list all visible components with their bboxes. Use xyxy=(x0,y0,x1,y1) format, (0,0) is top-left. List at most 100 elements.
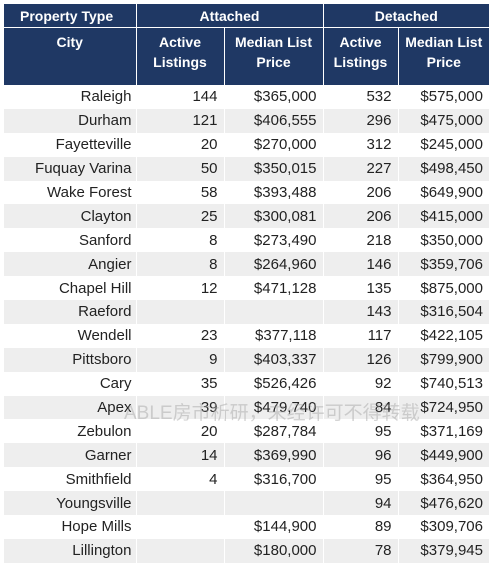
detached-price-cell: $449,900 xyxy=(397,443,489,468)
detached-active-cell: 95 xyxy=(322,467,398,492)
header-line: Price xyxy=(256,54,291,70)
attached-price-cell: $316,700 xyxy=(223,467,323,492)
listings-table: Property Type Attached Detached City Act… xyxy=(4,4,489,563)
detached-price-cell: $309,706 xyxy=(397,515,489,539)
attached-price-cell: $365,000 xyxy=(223,85,323,109)
detached-active-cell: 206 xyxy=(322,204,398,229)
detached-active-cell: 218 xyxy=(322,228,398,253)
attached-active-cell: 35 xyxy=(135,371,224,396)
attached-price-cell: $479,740 xyxy=(223,395,323,420)
city-cell: Zebulon xyxy=(4,419,136,444)
detached-price-cell: $799,900 xyxy=(397,347,489,372)
detached-price-cell: $724,950 xyxy=(397,395,489,420)
attached-active-cell: 20 xyxy=(135,419,224,444)
table-row: Pittsboro 9 $403,337 126 $799,900 xyxy=(4,347,489,372)
detached-active-cell: 84 xyxy=(322,395,398,420)
city-cell: Garner xyxy=(4,443,136,468)
header-line: Median List xyxy=(405,34,483,50)
attached-price-cell: $393,488 xyxy=(223,180,323,205)
attached-active-listings-header: Active Listings xyxy=(135,27,224,85)
detached-active-cell: 146 xyxy=(322,252,398,277)
table-row: Apex 39 $479,740 84 $724,950 xyxy=(4,395,489,420)
detached-active-cell: 89 xyxy=(322,515,398,539)
detached-active-cell: 126 xyxy=(322,347,398,372)
listings-table-container: Property Type Attached Detached City Act… xyxy=(4,4,489,563)
detached-active-cell: 96 xyxy=(322,443,398,468)
detached-active-cell: 296 xyxy=(322,108,398,133)
attached-price-cell: $377,118 xyxy=(223,323,323,348)
table-row: Wake Forest 58 $393,488 206 $649,900 xyxy=(4,180,489,205)
attached-price-cell: $471,128 xyxy=(223,276,323,301)
header-line: Active xyxy=(339,34,382,50)
header-line: Median List xyxy=(234,34,312,50)
attached-active-cell: 58 xyxy=(135,180,224,205)
detached-price-cell: $649,900 xyxy=(397,180,489,205)
header-line: Price xyxy=(426,54,461,70)
city-cell: Smithfield xyxy=(4,467,136,492)
detached-active-cell: 135 xyxy=(322,276,398,301)
header-line: Listings xyxy=(153,54,207,70)
detached-price-cell: $498,450 xyxy=(397,156,489,181)
detached-price-cell: $415,000 xyxy=(397,204,489,229)
attached-price-cell: $350,015 xyxy=(223,156,323,181)
attached-active-cell xyxy=(135,515,224,539)
detached-median-price-header: Median List Price xyxy=(397,27,489,85)
city-cell: Fayetteville xyxy=(4,132,136,157)
attached-active-cell xyxy=(135,300,224,324)
table-row: Fayetteville 20 $270,000 312 $245,000 xyxy=(4,132,489,157)
detached-active-cell: 532 xyxy=(322,85,398,109)
header-line: Active xyxy=(158,34,202,50)
table-row: Raleigh 144 $365,000 532 $575,000 xyxy=(4,85,489,109)
attached-price-cell: $526,426 xyxy=(223,371,323,396)
attached-active-cell: 39 xyxy=(135,395,224,420)
header-sub-row: City Active Listings Median List Price Act… xyxy=(4,27,489,85)
detached-active-cell: 143 xyxy=(322,300,398,324)
attached-price-cell: $180,000 xyxy=(223,538,323,563)
detached-price-cell: $875,000 xyxy=(397,276,489,301)
city-header-label: City xyxy=(56,34,83,50)
detached-price-cell: $350,000 xyxy=(397,228,489,253)
city-cell: Cary xyxy=(4,371,136,396)
table-row: Wendell 23 $377,118 117 $422,105 xyxy=(4,323,489,348)
table-row: Clayton 25 $300,081 206 $415,000 xyxy=(4,204,489,229)
detached-price-cell: $371,169 xyxy=(397,419,489,444)
detached-price-cell: $476,620 xyxy=(397,491,489,516)
detached-price-cell: $575,000 xyxy=(397,85,489,109)
detached-active-cell: 78 xyxy=(322,538,398,563)
attached-active-cell: 8 xyxy=(135,252,224,277)
detached-price-cell: $359,706 xyxy=(397,252,489,277)
table-header: Property Type Attached Detached City Act… xyxy=(4,4,489,85)
table-row: Lillington $180,000 78 $379,945 xyxy=(4,538,489,563)
attached-active-cell: 9 xyxy=(135,347,224,372)
detached-active-cell: 312 xyxy=(322,132,398,157)
attached-active-cell: 121 xyxy=(135,108,224,133)
header-line: Listings xyxy=(333,54,388,70)
property-type-header: Property Type xyxy=(4,4,136,28)
city-cell: Wendell xyxy=(4,323,136,348)
table-row: Raeford 143 $316,504 xyxy=(4,300,489,324)
attached-price-cell xyxy=(223,300,323,324)
attached-price-cell xyxy=(223,491,323,516)
attached-header: Attached xyxy=(135,4,323,28)
attached-price-cell: $403,337 xyxy=(223,347,323,372)
table-body: Raleigh 144 $365,000 532 $575,000 Durham 121 $4… xyxy=(4,85,489,563)
detached-price-cell: $422,105 xyxy=(397,323,489,348)
city-cell: Hope Mills xyxy=(4,515,136,539)
detached-price-cell: $475,000 xyxy=(397,108,489,133)
city-header: City xyxy=(4,27,136,85)
attached-active-cell: 144 xyxy=(135,85,224,109)
detached-price-cell: $364,950 xyxy=(397,467,489,492)
attached-price-cell: $406,555 xyxy=(223,108,323,133)
detached-header: Detached xyxy=(322,4,489,28)
table-row: Hope Mills $144,900 89 $309,706 xyxy=(4,515,489,539)
city-cell: Lillington xyxy=(4,538,136,563)
city-cell: Youngsville xyxy=(4,491,136,516)
city-cell: Raeford xyxy=(4,300,136,324)
attached-price-cell: $270,000 xyxy=(223,132,323,157)
detached-price-cell: $245,000 xyxy=(397,132,489,157)
city-cell: Pittsboro xyxy=(4,347,136,372)
detached-active-cell: 117 xyxy=(322,323,398,348)
table-row: Durham 121 $406,555 296 $475,000 xyxy=(4,108,489,133)
city-cell: Apex xyxy=(4,395,136,420)
table-row: Cary 35 $526,426 92 $740,513 xyxy=(4,371,489,396)
